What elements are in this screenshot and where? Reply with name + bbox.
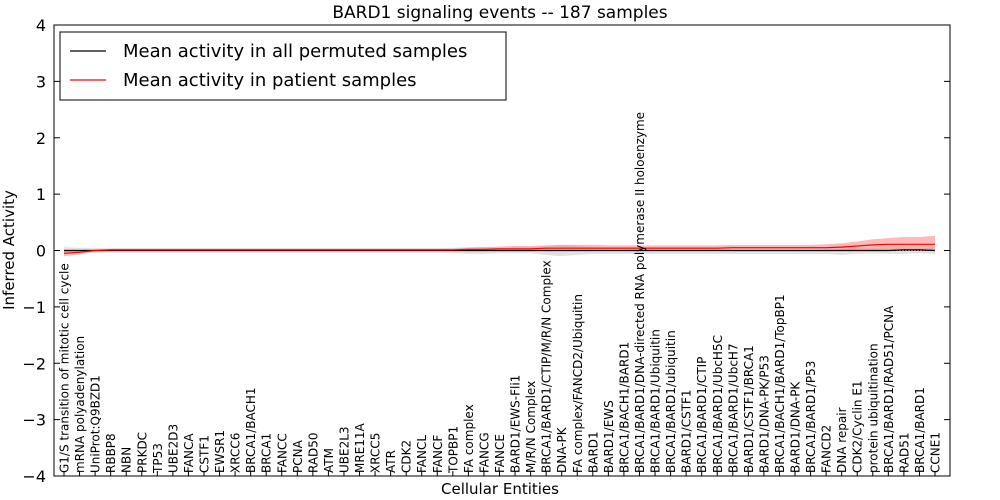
- y-axis: −4 −3 −2 −1 0 1 2 3 4: [22, 16, 950, 486]
- x-category-label: CDK2/Cyclin E1: [851, 380, 865, 473]
- x-category-label: BRCA1/BACH1: [244, 387, 258, 473]
- x-category-label: BRCA1/BARD1/CTIP/M/R/N Complex: [540, 260, 554, 473]
- x-category-label: EWSR1: [213, 430, 227, 473]
- legend-box: [59, 31, 507, 101]
- x-category-label: G1/S transition of mitotic cell cycle: [58, 263, 72, 473]
- x-category-label: FANCF: [431, 435, 445, 473]
- x-category-label: PCNA: [291, 439, 305, 473]
- x-category-label: BRCA1/BARD1: [913, 387, 927, 473]
- x-category-label: BARD1: [586, 431, 600, 473]
- y-tick-label: −1: [22, 298, 46, 317]
- x-category-label: DNA repair: [835, 407, 849, 473]
- x-category-label: FANCG: [477, 432, 491, 473]
- legend-label-patient: Mean activity in patient samples: [123, 70, 417, 91]
- x-category-label: BARD1/EWS-Fli1: [509, 375, 523, 473]
- x-category-label: CDK2: [400, 440, 414, 473]
- x-category-label: mRNA polyadenylation: [73, 336, 87, 473]
- x-category-label: BRCA1: [260, 433, 274, 473]
- y-tick-label: 2: [36, 129, 46, 148]
- x-axis-category-labels: G1/S transition of mitotic cell cycle mRN…: [58, 112, 943, 476]
- x-category-label: BRCA1/BARD1/P53: [804, 361, 818, 473]
- x-category-label: RAD50: [306, 432, 320, 473]
- y-tick-label: −4: [22, 467, 46, 486]
- x-category-label: UBE2D3: [166, 424, 180, 473]
- x-category-label: FANCL: [415, 435, 429, 473]
- x-category-label: BRCA1/BARD1/UbcH5C: [711, 335, 725, 473]
- x-category-label: BRCA1/BARD1/DNA-directed RNA polymerase …: [633, 112, 647, 473]
- x-axis-title: Cellular Entities: [441, 480, 559, 498]
- x-category-label: TP53: [151, 443, 165, 474]
- series-lines: [63, 243, 936, 254]
- x-category-label: XRCC6: [229, 433, 243, 473]
- x-category-label: XRCC5: [369, 433, 383, 473]
- legend: Mean activity in all permuted samples Me…: [59, 31, 507, 101]
- x-category-label: ATR: [384, 450, 398, 473]
- y-axis-title: Inferred Activity: [0, 190, 18, 310]
- x-category-label: BRCA1/BARD1/RAD51/PCNA: [882, 305, 896, 473]
- x-category-label: FANCC: [275, 433, 289, 473]
- x-category-label: protein ubiquitination: [866, 343, 880, 473]
- x-category-label: TOPBP1: [446, 426, 460, 474]
- x-category-label: UBE2L3: [338, 426, 352, 473]
- legend-label-permuted: Mean activity in all permuted samples: [123, 41, 467, 62]
- x-category-label: FA complex: [462, 404, 476, 473]
- x-category-label: ATM: [322, 448, 336, 473]
- x-category-label: BARD1/CSTF1/BRCA1: [742, 345, 756, 473]
- y-tick-label: −2: [22, 354, 46, 373]
- x-category-label: BRCA1/BARD1/UbcH7: [726, 343, 740, 473]
- x-category-label: CCNE1: [929, 432, 943, 473]
- y-tick-label: 1: [36, 185, 46, 204]
- x-category-label: FANCA: [182, 433, 196, 473]
- x-category-label: FA complex/FANCD2/Ubiquitin: [571, 294, 585, 473]
- x-category-label: BARD1/DNA-PK/P53: [757, 355, 771, 473]
- x-category-label: BRCA1/BARD1/Ubiquitin: [649, 329, 663, 473]
- x-category-label: FANCE: [493, 434, 507, 473]
- x-category-label: UniProt:Q9BZD1: [89, 375, 103, 473]
- x-category-label: MRE11A: [353, 422, 367, 473]
- y-tick-label: −3: [22, 411, 46, 430]
- x-category-label: BRCA1/BARD1/CTIP: [695, 357, 709, 473]
- x-category-label: BRCA1/BACH1/BARD1: [617, 342, 631, 473]
- x-category-label: CSTF1: [198, 435, 212, 473]
- x-category-label: BRCA1/BARD1/ubiquitin: [664, 330, 678, 473]
- x-category-label: NBN: [120, 447, 134, 473]
- x-category-label: RBBP8: [104, 433, 118, 473]
- x-category-label: BARD1/DNA-PK: [789, 381, 803, 473]
- x-category-label: FANCD2: [820, 425, 834, 473]
- x-category-label: BARD1/EWS: [602, 400, 616, 473]
- y-tick-label: 0: [36, 242, 46, 261]
- series-line-patient: [63, 243, 935, 254]
- chart-title: BARD1 signaling events -- 187 samples: [332, 3, 667, 23]
- y-tick-label: 4: [36, 16, 46, 35]
- x-category-label: M/R/N Complex: [524, 381, 538, 473]
- x-category-label: PRKDC: [135, 432, 149, 473]
- x-category-label: BRCA1/BACH1/BARD1/TopBP1: [773, 294, 787, 473]
- y-tick-label: 3: [36, 72, 46, 91]
- x-category-label: DNA-PK: [555, 426, 569, 473]
- x-category-label: RAD51: [897, 432, 911, 473]
- x-category-label: BARD1/CSTF1: [680, 389, 694, 473]
